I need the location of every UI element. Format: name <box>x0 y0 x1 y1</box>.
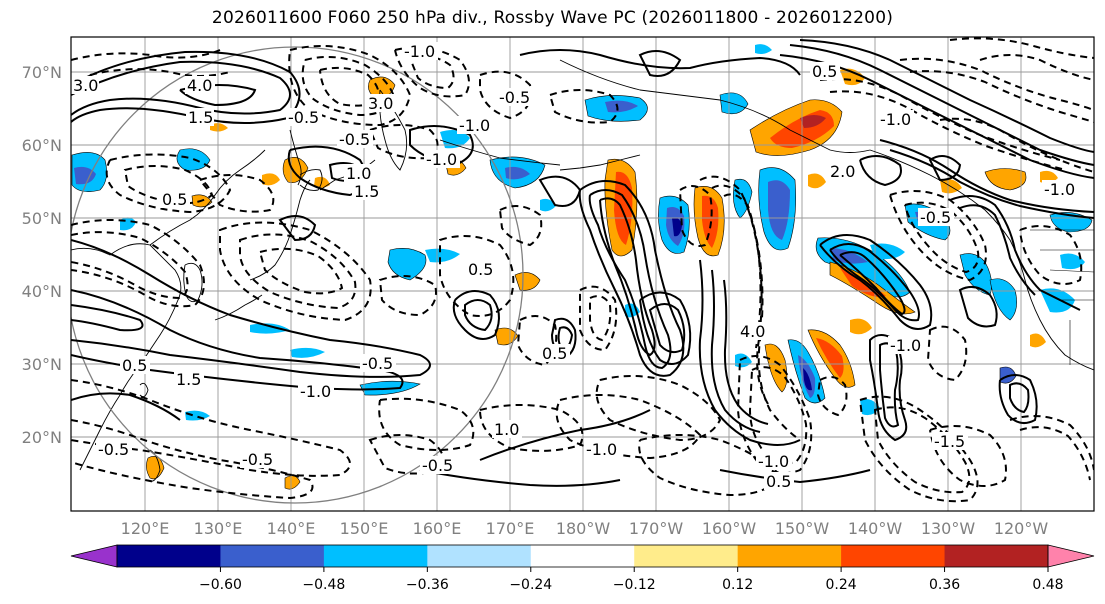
contour-label: -1.0 <box>758 452 789 471</box>
lat-label: 20°N <box>22 428 62 447</box>
reference-circle <box>71 46 524 504</box>
colorbar-segment <box>530 545 635 567</box>
colorbar-tick-label: −0.48 <box>302 577 345 593</box>
contour-label: -0.5 <box>288 108 319 127</box>
contour-label: 1.5 <box>176 370 201 389</box>
contour-label: -0.5 <box>362 354 393 373</box>
contour-labels: -1.0 3.0 4.0 1.5 -0.5 3.0 -1.0 -0.5 -0.5… <box>71 42 1078 491</box>
graticule <box>71 37 1094 511</box>
lon-label: 160°E <box>413 519 462 538</box>
contour-label: -0.5 <box>98 440 129 459</box>
lat-label: 60°N <box>22 136 62 155</box>
contour-label: -0.5 <box>242 450 273 469</box>
colorbar-tick-label: −0.12 <box>613 577 656 593</box>
chart-title: 2026011600 F060 250 hPa div., Rossby Wav… <box>211 8 894 28</box>
contour-label: 4.0 <box>187 76 212 95</box>
longitude-labels: 120°E 130°E 140°E 150°E 160°E 170°E 180°… <box>121 519 1049 538</box>
contour-label: -1.0 <box>586 440 617 459</box>
colorbar-segment <box>117 545 221 567</box>
contour-label: 4.0 <box>740 322 765 341</box>
lon-label: 150°W <box>775 519 830 538</box>
colorbar-segment <box>841 545 946 567</box>
contour-label: 0.5 <box>542 344 567 363</box>
lat-label: 50°N <box>22 209 62 228</box>
contour-label: 1.5 <box>354 182 379 201</box>
contour-label: 3.0 <box>73 76 98 95</box>
contour-label: 3.0 <box>368 94 393 113</box>
contour-label: 2.0 <box>830 162 855 181</box>
contour-label: 1.5 <box>188 108 213 127</box>
contour-label: -1.0 <box>890 336 921 355</box>
contour-label: -1.5 <box>934 432 965 451</box>
lon-label: 140°W <box>848 519 903 538</box>
divergence-shading <box>71 44 1093 490</box>
contour-label: 0.5 <box>162 190 187 209</box>
contour-label: -1.0 <box>880 110 911 129</box>
lat-label: 40°N <box>22 282 62 301</box>
colorbar-extend-min <box>70 544 118 568</box>
lon-label: 120°W <box>994 519 1049 538</box>
lat-label: 30°N <box>22 355 62 374</box>
lon-label: 160°W <box>702 519 757 538</box>
colorbar-extend-max <box>1047 544 1095 568</box>
colorbar-segment <box>944 545 1049 567</box>
lon-label: 120°E <box>121 519 170 538</box>
contour-label: -0.5 <box>920 208 951 227</box>
colorbar: −0.60 −0.48 −0.36 −0.24 −0.12 0.12 0.24 0.36 0.4… <box>70 544 1095 593</box>
colorbar-segment <box>427 545 532 567</box>
contour-label: -1.0 <box>459 116 490 135</box>
colorbar-tick-label: −0.36 <box>406 577 449 593</box>
contour-label: -0.5 <box>499 88 530 107</box>
lon-label: 170°W <box>629 519 684 538</box>
contour-label: 1.0 <box>346 164 371 183</box>
contour-label: 0.5 <box>468 260 493 279</box>
contour-label: 0.5 <box>766 472 791 491</box>
contour-label: 0.5 <box>122 356 147 375</box>
colorbar-tick-label: 0.48 <box>1032 577 1063 593</box>
contour-label: 1.0 <box>494 420 519 439</box>
lon-label: 130°W <box>921 519 976 538</box>
contour-label: -1.0 <box>1044 180 1075 199</box>
colorbar-tick-label: −0.24 <box>509 577 552 593</box>
contour-label: 0.5 <box>812 62 837 81</box>
lon-label: 180°W <box>556 519 611 538</box>
colorbar-tick-label: −0.60 <box>199 577 242 593</box>
colorbar-segment <box>737 545 842 567</box>
contour-label: -0.5 <box>339 130 370 149</box>
colorbar-tick-label: 0.12 <box>722 577 753 593</box>
lon-label: 130°E <box>194 519 243 538</box>
lon-label: 170°E <box>486 519 535 538</box>
lon-label: 140°E <box>267 519 316 538</box>
lat-label: 70°N <box>22 63 62 82</box>
contour-label: -1.0 <box>300 382 331 401</box>
lon-label: 150°E <box>340 519 389 538</box>
map-frame <box>70 36 1095 512</box>
latitude-labels: 70°N 60°N 50°N 40°N 30°N 20°N <box>22 63 62 447</box>
contour-label: -1.0 <box>404 42 435 61</box>
colorbar-segment <box>634 545 739 567</box>
colorbar-tick-label: 0.24 <box>826 577 857 593</box>
contour-label: -1.0 <box>426 150 457 169</box>
colorbar-segment <box>323 545 428 567</box>
colorbar-tick-label: 0.36 <box>929 577 960 593</box>
colorbar-segment <box>220 545 325 567</box>
contour-label: -0.5 <box>422 456 453 475</box>
